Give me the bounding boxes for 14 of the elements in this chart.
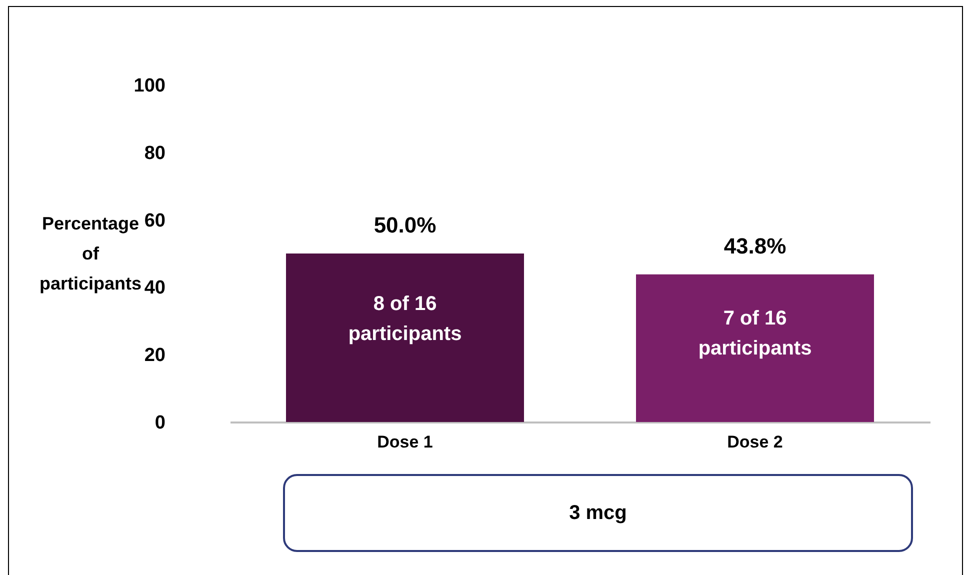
y-tick-label: 40 — [144, 278, 166, 299]
y-tick-label: 60 — [144, 210, 166, 232]
y-tick-label: 80 — [144, 142, 166, 164]
x-tick-label: Dose 1 — [377, 432, 433, 452]
y-tick-label: 0 — [154, 412, 166, 434]
y-tick-label: 100 — [134, 76, 166, 96]
rounded-frame: 3 mcg — [283, 474, 913, 552]
data-label: 43.8% — [724, 233, 786, 258]
y-axis-title: Percentage of participants — [39, 214, 142, 294]
data-label: 50.0% — [374, 212, 436, 238]
annotation: 8 of 16 participants — [348, 293, 462, 346]
annotation: 7 of 16 participants — [698, 308, 812, 360]
x-tick-label: Dose 2 — [727, 432, 783, 452]
y-tick-label: 20 — [144, 345, 166, 366]
